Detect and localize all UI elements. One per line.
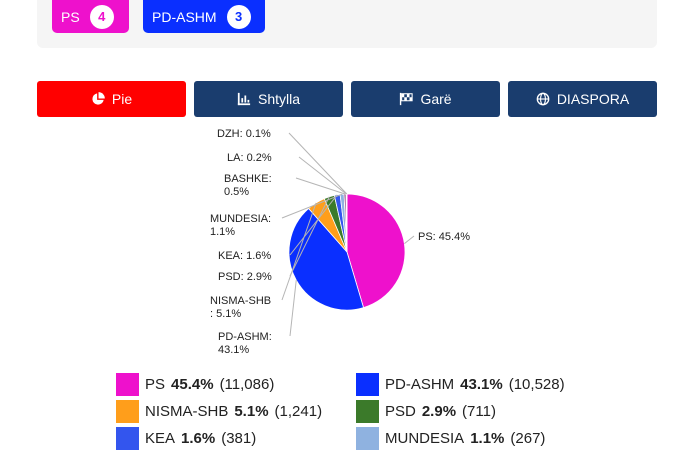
legend-party: PD-ASHM	[385, 376, 454, 393]
slice-label-psd: PSD: 2.9%	[218, 271, 272, 283]
legend-swatch	[356, 400, 379, 423]
legend-percent: 45.4%	[171, 376, 214, 393]
label-connector-ps	[404, 236, 414, 244]
tab-label: Shtylla	[258, 91, 300, 107]
pie-chart-icon	[91, 92, 105, 106]
chart-view-tabs: Pie Shtylla Garë DIASPORA	[37, 81, 657, 117]
legend-votes: (711)	[462, 403, 496, 420]
slice-label-nisma-shb: NISMA-SHB: 5.1%	[210, 295, 271, 320]
legend-item-pd-ashm: PD-ASHM 43.1% (10,528)	[356, 372, 565, 396]
slice-label-mundesia: MUNDESIA:1.1%	[210, 213, 271, 238]
seat-summary-panel: PS 4 PD-ASHM 3	[37, 0, 657, 48]
legend-party: NISMA-SHB	[145, 403, 228, 420]
flag-checkered-icon	[399, 92, 413, 106]
seat-chip-party: PS	[61, 9, 80, 25]
seat-chip-pd-ashm[interactable]: PD-ASHM 3	[143, 0, 265, 33]
legend-swatch	[116, 427, 139, 450]
seat-chip-ps[interactable]: PS 4	[52, 0, 129, 33]
legend-percent: 43.1%	[460, 376, 503, 393]
legend-votes: (1,241)	[275, 403, 323, 420]
label-connector-bashke	[296, 178, 345, 194]
slice-label-bashke: BASHKE:0.5%	[224, 173, 272, 198]
tab-label: DIASPORA	[557, 91, 629, 107]
globe-icon	[536, 92, 550, 106]
legend-swatch	[356, 373, 379, 396]
tab-gare[interactable]: Garë	[351, 81, 500, 117]
legend-party: PSD	[385, 403, 416, 420]
tab-diaspora[interactable]: DIASPORA	[508, 81, 657, 117]
legend-item-kea: KEA 1.6% (381)	[116, 426, 256, 450]
legend-item-psd: PSD 2.9% (711)	[356, 399, 496, 423]
legend-item-mundesia: MUNDESIA 1.1% (267)	[356, 426, 545, 450]
slice-label-pd-ashm: PD-ASHM:43.1%	[218, 331, 272, 356]
tab-label: Garë	[420, 91, 451, 107]
label-connector-la	[299, 157, 346, 194]
legend-votes: (10,528)	[509, 376, 565, 393]
slice-label-la: LA: 0.2%	[227, 152, 272, 164]
seat-count-badge: 4	[90, 5, 114, 29]
legend-votes: (381)	[221, 430, 256, 447]
legend-item-nisma-shb: NISMA-SHB 5.1% (1,241)	[116, 399, 322, 423]
legend-swatch	[116, 373, 139, 396]
tab-shtylla[interactable]: Shtylla	[194, 81, 343, 117]
legend-percent: 1.1%	[470, 430, 504, 447]
seat-chip-party: PD-ASHM	[152, 9, 217, 25]
slice-label-ps: PS: 45.4%	[418, 231, 470, 243]
slice-label-kea: KEA: 1.6%	[218, 250, 271, 262]
legend-item-ps: PS 45.4% (11,086)	[116, 372, 274, 396]
seat-count-badge: 3	[227, 5, 251, 29]
legend-party: KEA	[145, 430, 175, 447]
legend-votes: (267)	[510, 430, 545, 447]
legend-percent: 5.1%	[234, 403, 268, 420]
bar-chart-icon	[237, 92, 251, 106]
legend-swatch	[116, 400, 139, 423]
legend-percent: 2.9%	[422, 403, 456, 420]
legend-swatch	[356, 427, 379, 450]
tab-pie[interactable]: Pie	[37, 81, 186, 117]
legend-votes: (11,086)	[220, 376, 275, 393]
legend-percent: 1.6%	[181, 430, 215, 447]
legend-party: PS	[145, 376, 165, 393]
tab-label: Pie	[112, 91, 132, 107]
slice-label-dzh: DZH: 0.1%	[217, 128, 271, 140]
vote-share-pie-chart: PS: 45.4% PD-ASHM:43.1% NISMA-SHB: 5.1% PSD…	[0, 120, 682, 370]
label-connector-pd-ashm	[290, 280, 296, 336]
legend-party: MUNDESIA	[385, 430, 464, 447]
